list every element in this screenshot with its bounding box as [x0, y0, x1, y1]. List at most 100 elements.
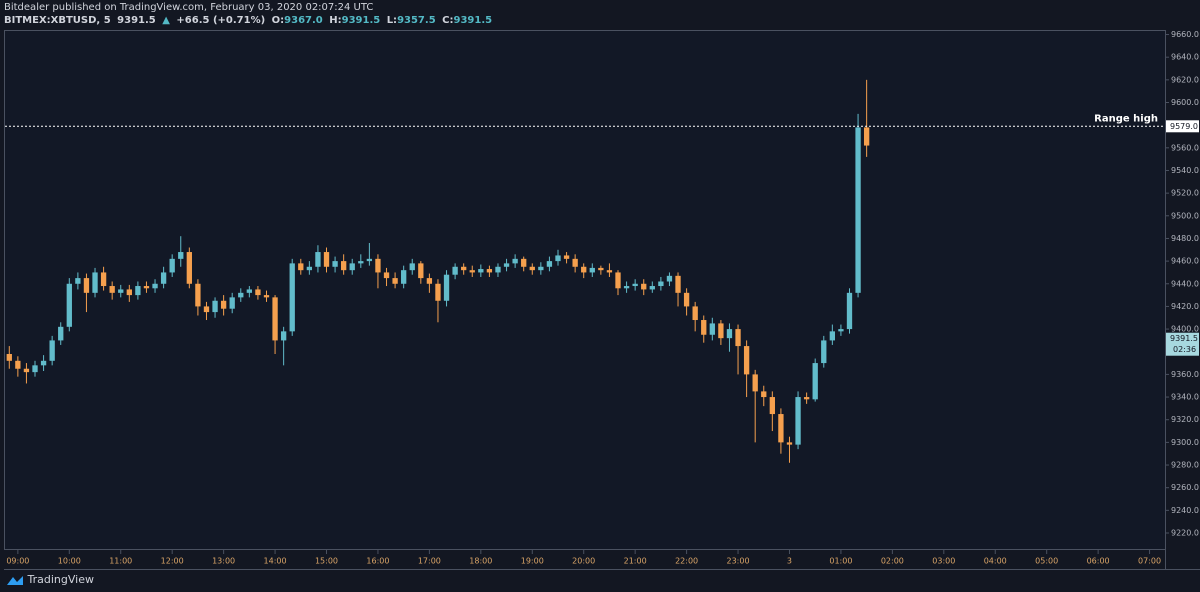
y-tick-label: 9600.0	[1171, 98, 1199, 107]
x-tick-label: 10:00	[58, 557, 81, 566]
plot-frame	[4, 30, 1166, 550]
high-value: 9391.5	[341, 15, 381, 26]
price-tag-label: 9391.5	[1170, 334, 1198, 343]
price-tag	[1166, 332, 1199, 356]
candle-body	[692, 306, 698, 321]
candle-body	[709, 323, 715, 335]
x-tick-label: 16:00	[366, 557, 389, 566]
candle-body	[401, 270, 407, 284]
candle-body	[135, 286, 141, 296]
candle-body	[92, 272, 98, 293]
footer: TradingView	[6, 573, 94, 586]
candle-body	[118, 289, 124, 293]
candle-body	[306, 266, 313, 271]
candle-body	[280, 331, 287, 341]
candle-body	[83, 278, 90, 293]
candle-body	[289, 263, 295, 332]
y-tick-label: 9280.0	[1171, 461, 1199, 470]
x-tick-label: 20:00	[572, 557, 595, 566]
candle-body	[658, 281, 664, 287]
low-value: 9357.5	[397, 15, 436, 26]
high-label: H:	[329, 15, 342, 26]
x-tick-label: 07:00	[1138, 557, 1161, 566]
x-tick-label: 11:00	[109, 557, 132, 566]
candle-body	[726, 329, 733, 339]
x-tick-label: 3	[787, 557, 792, 566]
candle-body	[461, 266, 467, 271]
candle-body	[178, 252, 184, 259]
candle-body	[546, 261, 553, 267]
x-tick-label: 13:00	[212, 557, 235, 566]
y-tick-label: 9420.0	[1171, 302, 1199, 311]
candle-body	[606, 270, 613, 273]
publish-line: Bitdealer published on TradingView.com, …	[4, 2, 376, 13]
close-value: 9391.5	[453, 15, 493, 26]
candle-body	[143, 286, 150, 289]
candle-body	[743, 346, 750, 375]
countdown-label: 02:36	[1173, 345, 1196, 354]
low-label: L:	[386, 15, 398, 26]
candle-body	[100, 272, 107, 287]
x-tick-label: 12:00	[161, 557, 184, 566]
y-tick-label: 9640.0	[1171, 53, 1199, 62]
candle-body	[598, 267, 604, 271]
y-tick-label: 9560.0	[1171, 143, 1199, 152]
candle-body	[66, 283, 72, 327]
x-tick-label: 02:00	[881, 557, 904, 566]
x-tick-label: 15:00	[315, 557, 338, 566]
candle-body	[778, 414, 784, 443]
candle-body	[855, 127, 861, 293]
candle-body	[623, 286, 630, 289]
x-tick-label: 03:00	[932, 557, 955, 566]
candle-body	[735, 329, 741, 347]
candle-body	[589, 267, 595, 273]
candle-body	[418, 263, 424, 279]
candle-body	[769, 397, 775, 415]
candle-body	[529, 266, 535, 271]
candle-body	[803, 397, 810, 400]
candle-body	[838, 329, 844, 332]
candle-body	[32, 365, 38, 373]
candle-body	[469, 270, 475, 273]
x-tick-label: 23:00	[727, 557, 750, 566]
candle-body	[358, 261, 364, 264]
open-label: O:	[271, 15, 285, 26]
x-tick-label: 05:00	[1035, 557, 1058, 566]
candle-body	[195, 283, 201, 307]
candle-body	[75, 278, 81, 284]
candle-body	[409, 263, 415, 271]
candle-body	[392, 278, 398, 284]
y-tick-label: 9340.0	[1171, 393, 1199, 402]
candle-body	[752, 374, 758, 392]
candle-body	[375, 258, 381, 273]
candle-body	[452, 266, 458, 275]
x-tick-label: 19:00	[521, 557, 544, 566]
candle-body	[109, 286, 115, 293]
candle-body	[795, 397, 801, 445]
candle-body	[15, 360, 21, 369]
y-tick-label: 9240.0	[1171, 506, 1199, 515]
y-tick-label: 9540.0	[1171, 166, 1199, 175]
candle-body	[238, 292, 244, 298]
candle-body	[675, 275, 681, 293]
candle-body	[366, 258, 373, 262]
candle-body	[581, 266, 587, 273]
candle-body	[40, 360, 47, 366]
symbol-line: BITMEX:XBTUSD, 5 9391.5 ▲ +66.5 (+0.71%)…	[4, 15, 495, 26]
candle-body	[555, 255, 561, 262]
range-high-tag-label: 9579.0	[1170, 122, 1198, 131]
x-tick-label: 09:00	[6, 557, 29, 566]
y-tick-label: 9220.0	[1171, 529, 1199, 538]
x-tick-label: 17:00	[418, 557, 441, 566]
chart: 9220.0 9240.0 9260.0 9280.0 9300.0 9320.0 9340…	[4, 30, 1200, 570]
candle-body	[23, 368, 30, 373]
candle-body	[761, 391, 767, 398]
candle-body	[863, 127, 870, 146]
candle-body	[538, 266, 544, 271]
candle-body	[632, 283, 638, 287]
y-tick-label: 9260.0	[1171, 483, 1199, 492]
candle-body	[641, 283, 647, 290]
candle-body	[58, 326, 64, 341]
candle-body	[220, 300, 227, 309]
candle-body	[49, 340, 55, 361]
